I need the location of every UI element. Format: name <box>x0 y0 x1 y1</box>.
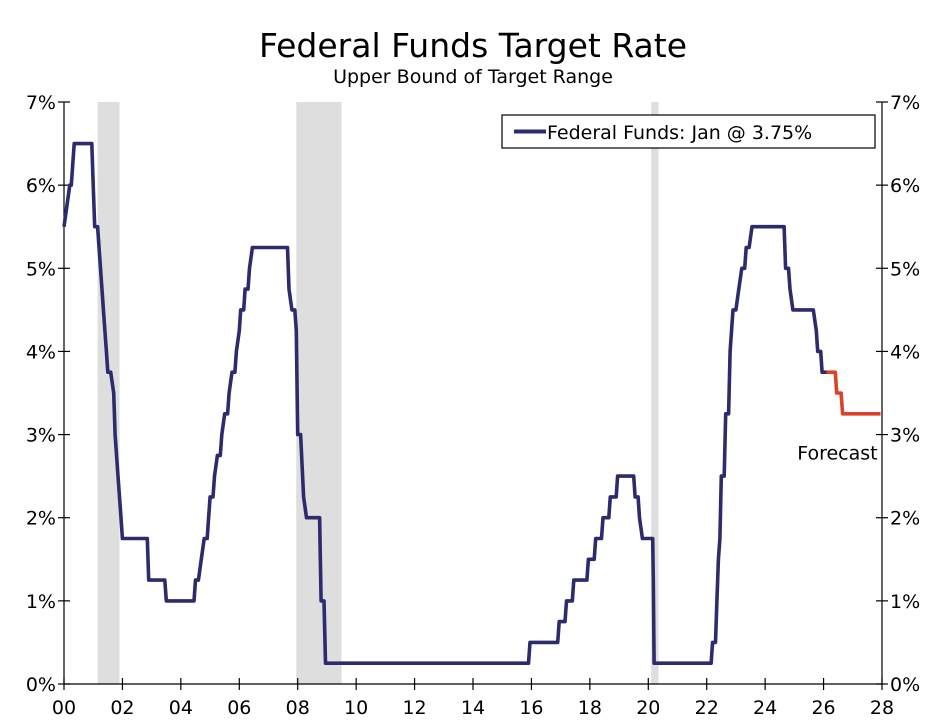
y-tick-label-right: 1% <box>890 591 920 613</box>
x-tick-label: 10 <box>344 697 368 719</box>
y-tick-label-left: 3% <box>26 425 56 447</box>
axes: 0% 0% 1% 1% 2% 2% 3% 3% 4% 4% 5% 5% 6% 6% 7% 7% 00 02 04 06… <box>26 92 920 719</box>
x-tick-label: 12 <box>402 697 426 719</box>
y-tick-label-right: 7% <box>890 92 920 114</box>
series-line-forecast <box>826 370 881 416</box>
x-tick-label: 00 <box>52 697 76 719</box>
y-tick-label-left: 2% <box>26 508 56 530</box>
legend: Federal Funds: Jan @ 3.75% <box>501 114 876 149</box>
recession-band-2 <box>651 102 659 684</box>
chart-subtitle: Upper Bound of Target Range <box>333 66 613 88</box>
recession-band-1 <box>296 102 342 684</box>
series-lines <box>62 141 881 666</box>
x-tick-label: 08 <box>286 697 310 719</box>
y-tick-label-right: 4% <box>890 341 920 363</box>
x-tick-label: 26 <box>811 697 835 719</box>
y-tick-label-right: 5% <box>890 258 920 280</box>
y-tick-label-left: 1% <box>26 591 56 613</box>
y-tick-label-left: 7% <box>26 92 56 114</box>
y-tick-label-left: 0% <box>26 674 56 696</box>
series-line-actual <box>62 141 827 666</box>
legend-label: Federal Funds: Jan @ 3.75% <box>547 122 812 144</box>
x-tick-label: 02 <box>110 697 134 719</box>
recession-band-0 <box>97 102 120 684</box>
x-tick-label: 06 <box>227 697 251 719</box>
x-tick-label: 20 <box>636 697 660 719</box>
y-tick-label-right: 3% <box>890 425 920 447</box>
y-tick-label-left: 5% <box>26 258 56 280</box>
recession-bands <box>97 102 659 684</box>
x-tick-label: 24 <box>753 697 777 719</box>
y-tick-label-right: 2% <box>890 508 920 530</box>
x-tick-label: 22 <box>695 697 719 719</box>
y-tick-label-left: 4% <box>26 341 56 363</box>
forecast-annotation: Forecast <box>797 443 877 465</box>
y-tick-label-right: 0% <box>890 674 920 696</box>
chart-title: Federal Funds Target Rate <box>259 26 687 65</box>
x-tick-label: 28 <box>870 697 894 719</box>
x-tick-label: 18 <box>578 697 602 719</box>
legend-box <box>501 114 876 149</box>
x-tick-label: 04 <box>169 697 193 719</box>
x-tick-label: 14 <box>461 697 485 719</box>
y-tick-label-left: 6% <box>26 175 56 197</box>
x-tick-label: 16 <box>519 697 543 719</box>
y-tick-label-right: 6% <box>890 175 920 197</box>
